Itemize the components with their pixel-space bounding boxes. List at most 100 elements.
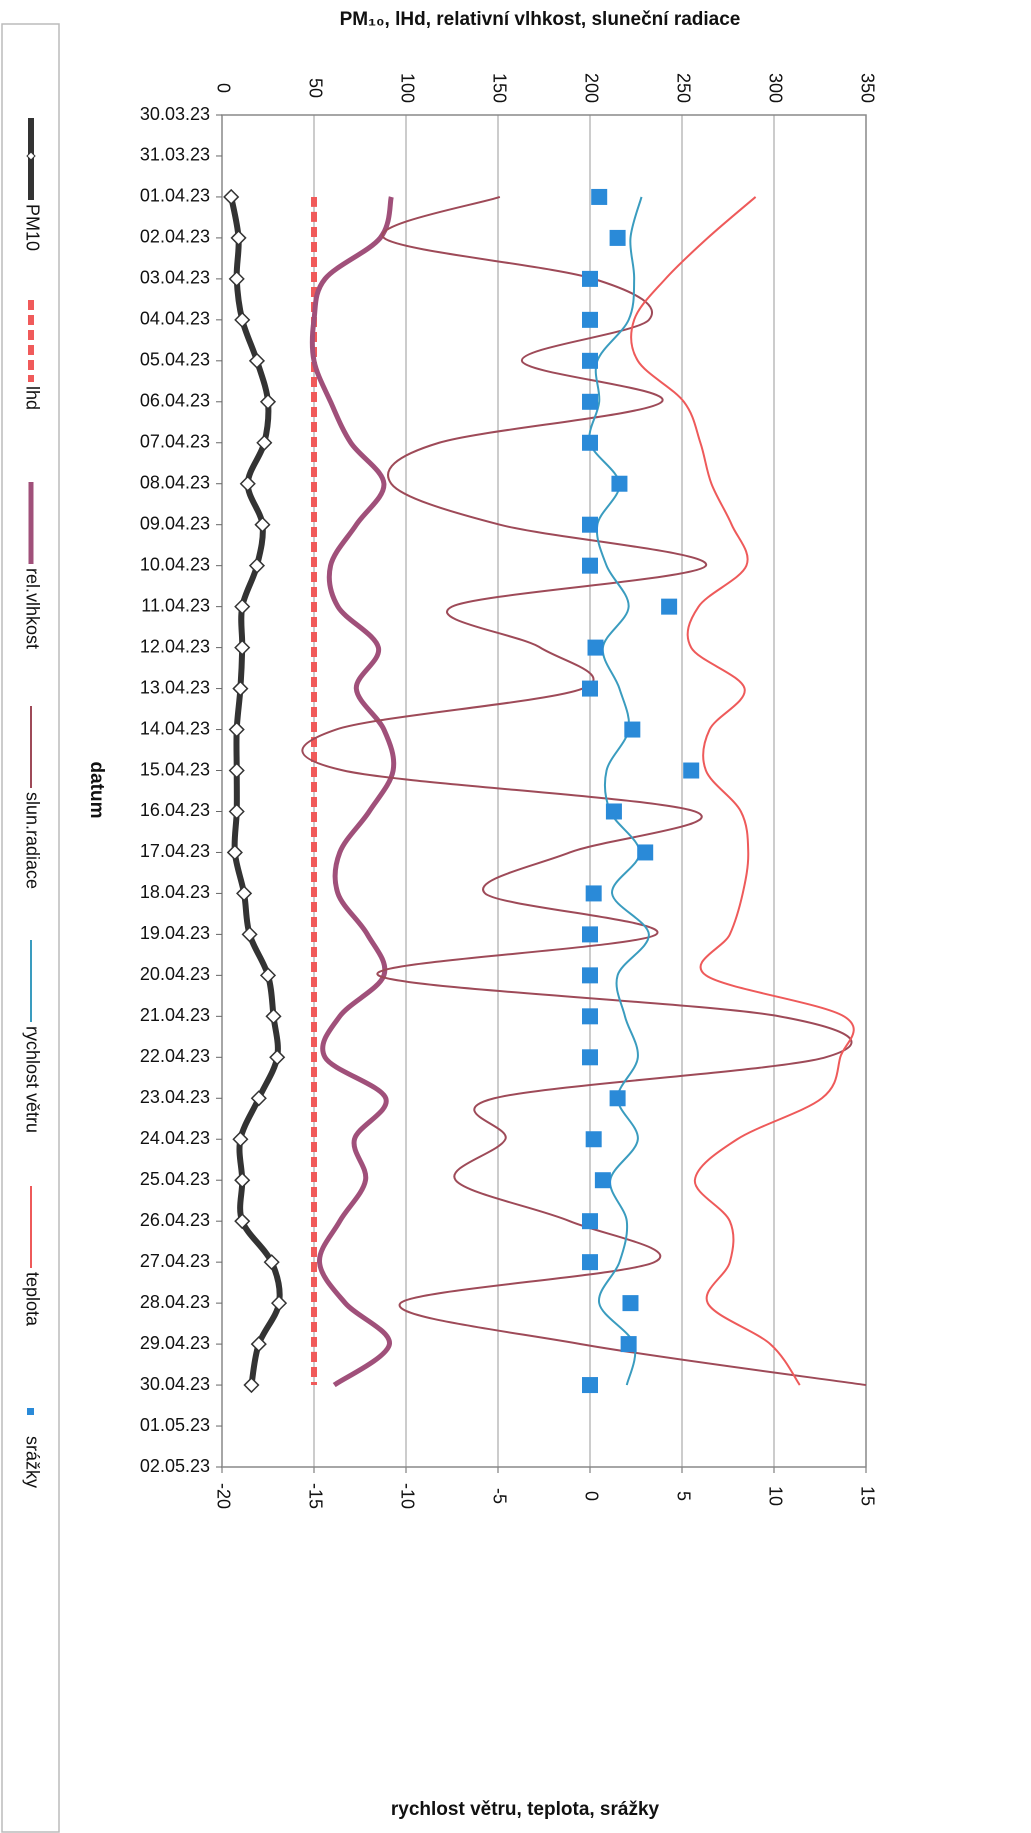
legend-entry: slun.radiace <box>22 706 42 889</box>
data-point <box>265 1008 282 1025</box>
legend-label: lhd <box>22 386 42 410</box>
bottom-tick-label: 5 <box>673 1491 693 1501</box>
data-point <box>582 393 598 410</box>
data-point <box>582 352 598 369</box>
legend-label: srážky <box>22 1436 42 1488</box>
data-point <box>609 229 626 246</box>
legend-label: slun.radiace <box>22 792 42 889</box>
category-label: 16.04.23 <box>140 800 210 820</box>
data-point <box>236 885 253 902</box>
category-label: 09.04.23 <box>140 513 210 533</box>
data-point <box>226 844 243 861</box>
category-label: 14.04.23 <box>140 718 210 738</box>
data-point <box>256 434 273 451</box>
category-label: 01.04.23 <box>140 186 210 206</box>
bottom-tick-label: 0 <box>581 1491 601 1501</box>
data-point <box>228 721 245 738</box>
category-label: 27.04.23 <box>140 1251 210 1271</box>
data-point <box>582 1008 598 1025</box>
legend-entry: srážky <box>22 1408 42 1488</box>
category-label: 06.04.23 <box>140 391 210 411</box>
data-point <box>622 1295 639 1312</box>
category-label: 01.05.23 <box>140 1415 210 1435</box>
data-point <box>259 393 277 410</box>
legend-label: rychlost větru <box>22 1026 42 1133</box>
data-point <box>270 1295 288 1312</box>
category-label: 15.04.23 <box>140 759 210 779</box>
series-line <box>301 195 867 1387</box>
data-point <box>241 926 258 943</box>
data-point <box>582 1049 598 1066</box>
data-point <box>234 1172 251 1189</box>
data-point <box>239 475 256 492</box>
data-point <box>243 1376 260 1394</box>
category-label: 30.03.23 <box>140 104 210 124</box>
legend-label: rel.vlhkost <box>22 568 42 649</box>
category-label: 11.04.23 <box>141 595 210 615</box>
legend-box <box>1 23 60 1833</box>
category-label: 28.04.23 <box>140 1292 210 1312</box>
category-label: 04.04.23 <box>140 309 210 329</box>
category-label: 18.04.23 <box>140 882 210 902</box>
data-point <box>230 229 247 246</box>
top-tick-label: 0 <box>213 83 233 93</box>
category-label: 02.05.23 <box>140 1456 210 1476</box>
data-point <box>605 803 622 820</box>
bottom-tick-label: -5 <box>489 1488 509 1504</box>
data-point <box>624 721 641 738</box>
data-point <box>259 967 277 984</box>
legend-entry: rychlost větru <box>22 940 42 1133</box>
series-line <box>228 196 283 1386</box>
bottom-tick-label: 10 <box>765 1486 785 1506</box>
data-point <box>234 311 251 328</box>
legend-entry: lhd <box>22 300 42 410</box>
data-point <box>585 1131 602 1148</box>
data-point <box>232 1131 249 1148</box>
data-point <box>637 844 654 861</box>
category-label: 24.04.23 <box>140 1128 210 1148</box>
legend-entry: PM10 <box>22 118 42 251</box>
category-label: 25.04.23 <box>140 1169 210 1189</box>
series-line <box>309 196 397 1388</box>
bottom-tick-label: -20 <box>213 1483 233 1509</box>
data-point <box>591 188 608 205</box>
category-label: 31.03.23 <box>140 145 210 165</box>
top-tick-label: 250 <box>673 73 693 103</box>
category-label: 05.04.23 <box>140 350 210 370</box>
legend-marker <box>26 151 36 161</box>
data-point <box>582 1254 598 1271</box>
data-point <box>234 598 251 615</box>
data-point <box>232 680 249 697</box>
legend-entry: rel.vlhkost <box>22 482 42 649</box>
top-tick-label: 50 <box>305 78 325 98</box>
data-point <box>594 1172 611 1189</box>
data-point <box>250 1090 267 1107</box>
category-axis-title: datum <box>86 762 107 819</box>
category-label: 26.04.23 <box>140 1210 210 1230</box>
data-point <box>585 885 602 902</box>
legend-label: PM10 <box>22 204 42 251</box>
category-label: 02.04.23 <box>140 227 210 247</box>
data-point <box>254 516 271 533</box>
data-point <box>234 639 251 656</box>
data-point <box>620 1336 637 1353</box>
category-label: 03.04.23 <box>140 268 210 288</box>
category-label: 08.04.23 <box>140 472 210 492</box>
bottom-axis-title: rychlost větru, teplota, srážky <box>391 1799 660 1820</box>
category-label: 19.04.23 <box>140 923 210 943</box>
category-label: 12.04.23 <box>140 636 210 656</box>
category-label: 17.04.23 <box>140 841 210 861</box>
category-label: 22.04.23 <box>140 1046 210 1066</box>
data-point <box>611 475 628 492</box>
data-point <box>228 762 245 779</box>
category-label: 29.04.23 <box>140 1333 210 1353</box>
top-axis-title: PM₁₀, lHd, relativní vlhkost, sluneční r… <box>340 9 741 30</box>
data-point <box>587 639 604 656</box>
category-label: 20.04.23 <box>140 964 210 984</box>
bottom-tick-label: -10 <box>397 1483 417 1509</box>
top-tick-label: 350 <box>857 73 877 103</box>
data-point <box>223 188 240 205</box>
top-tick-label: 150 <box>489 73 509 103</box>
